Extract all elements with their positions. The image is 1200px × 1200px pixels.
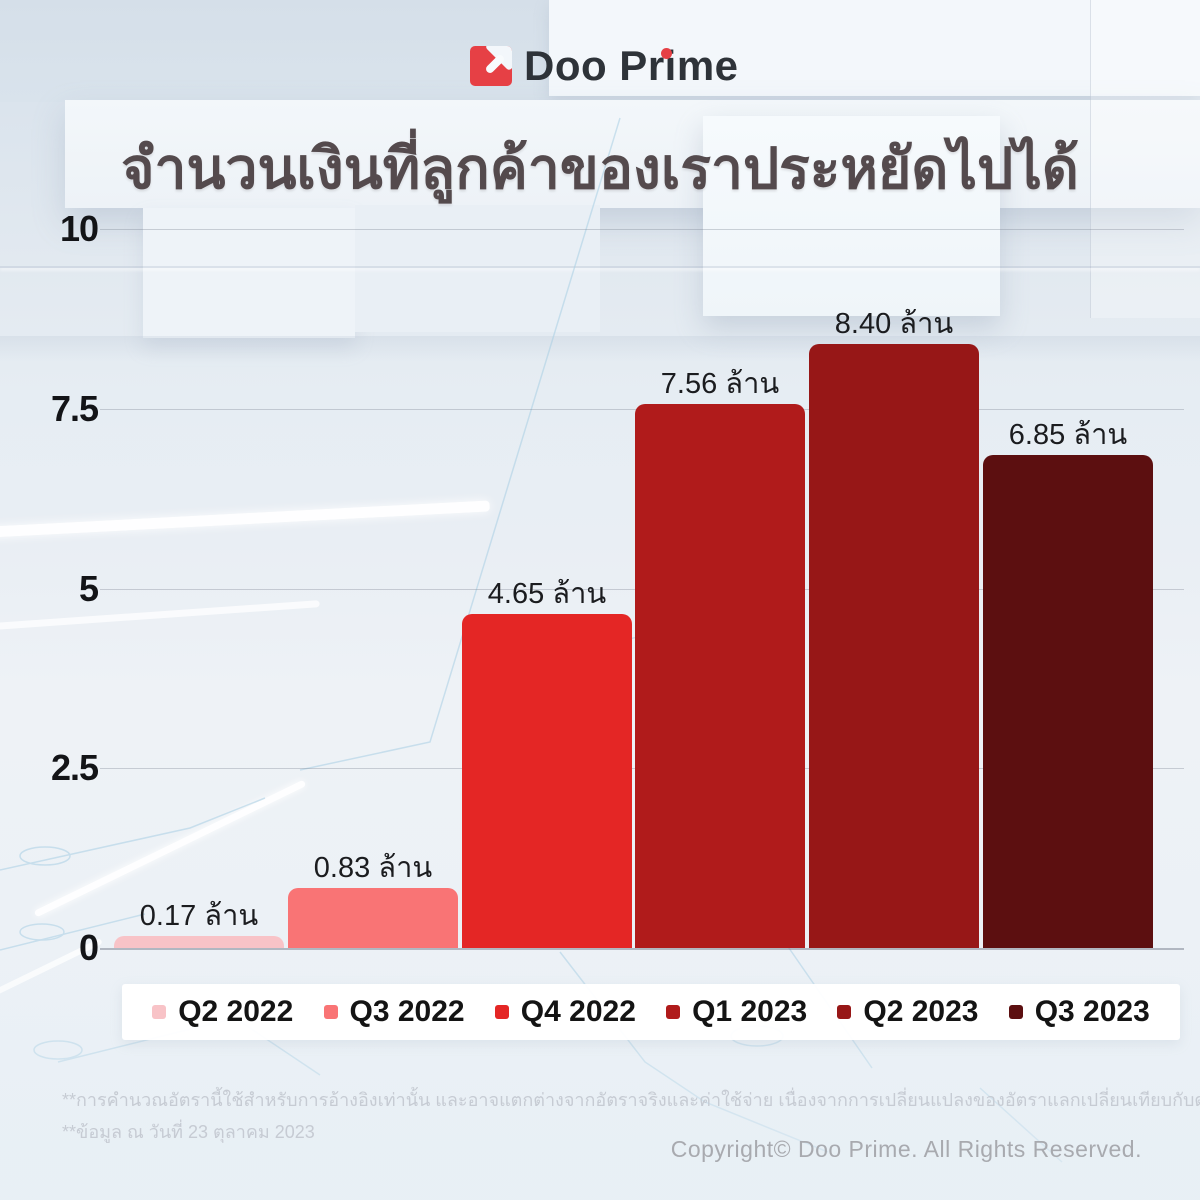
bar <box>809 344 979 948</box>
background-card <box>703 116 1000 316</box>
legend-swatch <box>666 1005 681 1019</box>
footnote-data-date: **ข้อมูล ณ วันที่ 23 ตุลาคม 2023 <box>62 1122 315 1142</box>
bar-value-label: 7.56 ล้าน <box>660 368 780 400</box>
legend-label: Q2 2022 <box>178 995 294 1028</box>
background-panel <box>549 0 1200 96</box>
legend-swatch <box>323 1005 338 1019</box>
y-tick-label: 5 <box>78 568 99 609</box>
y-tick-label: 7.5 <box>50 388 99 429</box>
bar <box>114 936 284 948</box>
bar <box>983 455 1153 948</box>
bar <box>635 404 805 948</box>
footnote-disclaimer: **การคำนวณอัตรานี้ใช้สำหรับการอ้างอิงเท่… <box>62 1090 1200 1110</box>
legend-swatch <box>837 1005 852 1019</box>
bar <box>288 888 458 948</box>
legend-swatch <box>1008 1005 1023 1019</box>
bar-value-label: 8.40 ล้าน <box>834 308 954 340</box>
brand-name: Doo Prime <box>524 42 739 89</box>
brand-i-dot <box>661 48 672 59</box>
bar <box>462 614 632 948</box>
legend-item: Q4 2022 <box>494 995 636 1029</box>
legend-item: Q3 2023 <box>1008 995 1150 1029</box>
y-tick-label: 2.5 <box>50 747 99 788</box>
bar-value-label: 4.65 ล้าน <box>487 578 607 610</box>
legend-item: Q3 2022 <box>323 995 465 1029</box>
legend-item: Q2 2023 <box>837 995 978 1029</box>
legend-item: Q1 2023 <box>666 995 807 1029</box>
bar-value-label: 0.83 ล้าน <box>313 852 433 884</box>
background-title-band <box>65 100 1200 208</box>
copyright-text: Copyright© Doo Prime. All Rights Reserve… <box>670 1136 1142 1162</box>
doo-prime-logo-icon <box>470 46 512 86</box>
legend-label: Q4 2022 <box>520 995 636 1028</box>
legend-label: Q3 2022 <box>349 995 465 1028</box>
y-tick-label: 0 <box>78 927 99 968</box>
legend-item: Q2 2022 <box>152 995 293 1029</box>
page-title: จำนวนเงินที่ลูกค้าของเราประหยัดไปได้ <box>121 137 1079 201</box>
bar-value-label: 0.17 ล้าน <box>139 900 259 932</box>
legend-label: Q3 2023 <box>1034 995 1150 1028</box>
legend-label: Q1 2023 <box>692 995 808 1028</box>
x-axis-baseline <box>100 948 1184 950</box>
legend-swatch <box>494 1005 509 1019</box>
background-panel <box>1090 0 1200 318</box>
y-tick-label: 10 <box>59 208 99 249</box>
bar-value-label: 6.85 ล้าน <box>1008 419 1128 451</box>
gridline <box>100 229 1184 230</box>
chart-legend: Q2 2022 Q3 2022 Q4 2022 Q1 2023 Q2 2023 Q3 20… <box>122 984 1180 1040</box>
legend-swatch <box>152 1005 167 1019</box>
legend-label: Q2 2023 <box>863 995 979 1028</box>
